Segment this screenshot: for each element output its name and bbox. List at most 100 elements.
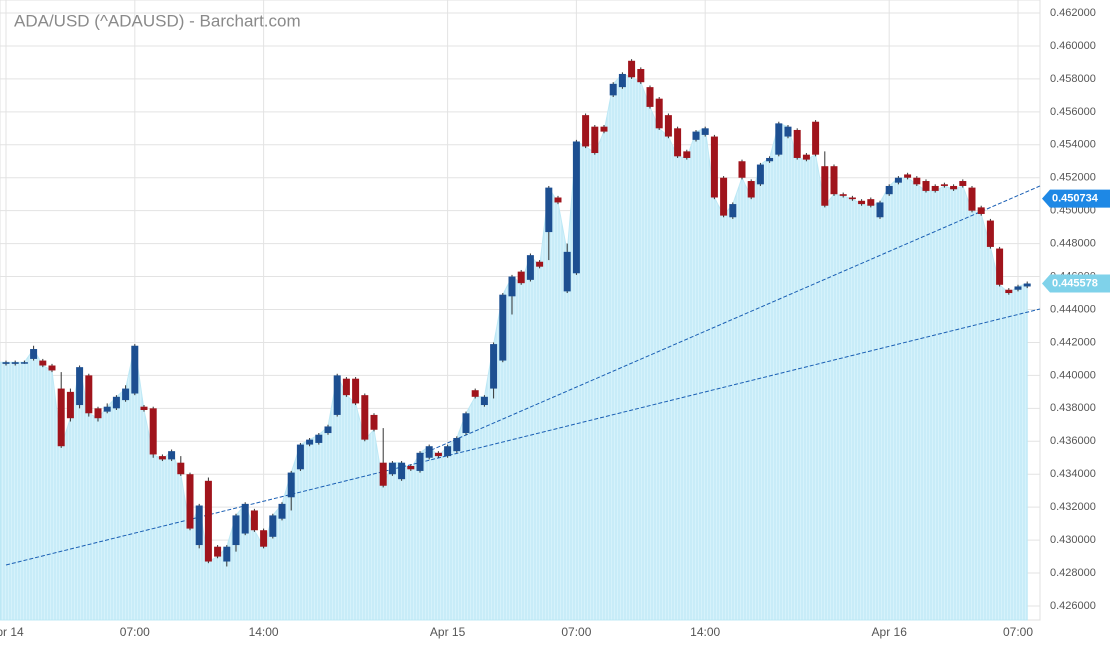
candle-body xyxy=(398,462,406,480)
candle-body xyxy=(904,174,912,178)
last-close-label: 0.445578 xyxy=(1052,277,1098,289)
y-tick-label: 0.430000 xyxy=(1050,534,1096,546)
y-tick-label: 0.448000 xyxy=(1050,238,1096,250)
candle-body xyxy=(296,444,304,470)
candle-body xyxy=(1023,283,1031,287)
candle-body xyxy=(894,177,902,183)
candle-body xyxy=(950,185,958,190)
candle-body xyxy=(517,271,525,284)
candle-body xyxy=(306,439,314,445)
candle-body xyxy=(39,360,47,366)
candle-body xyxy=(149,408,157,455)
candle-body xyxy=(232,515,240,546)
last-close-flag xyxy=(1042,274,1110,293)
moving-average-flag xyxy=(1042,189,1110,208)
candle-body xyxy=(2,362,10,364)
candle-body xyxy=(830,166,838,195)
x-tick-label: 07:00 xyxy=(1003,625,1033,639)
candle-body xyxy=(572,141,580,274)
candle-body xyxy=(416,452,424,471)
candle-body xyxy=(664,115,672,137)
candle-body xyxy=(784,126,792,137)
candle-body xyxy=(444,446,452,457)
candle-body xyxy=(931,185,939,191)
candle-body xyxy=(66,391,74,419)
candle-body xyxy=(453,437,461,452)
axis-layer: 0.426000 0.428000 0.430000 0.432000 0.434000… xyxy=(0,7,1110,639)
candle-body xyxy=(986,220,994,247)
candle-body xyxy=(554,197,562,203)
moving-average-label: 0.450734 xyxy=(1052,192,1099,204)
candle-body xyxy=(618,73,626,88)
x-tick-label: 07:00 xyxy=(120,625,150,639)
candle-body xyxy=(692,131,700,140)
candle-body xyxy=(977,207,985,214)
candle-body xyxy=(968,187,976,211)
candle-body xyxy=(11,362,19,364)
candle-body xyxy=(407,465,415,470)
candle-body xyxy=(158,456,166,460)
candle-body xyxy=(471,390,479,397)
candle-body xyxy=(462,413,470,434)
candle-body xyxy=(996,248,1004,285)
candle-body xyxy=(342,378,350,396)
candle-body xyxy=(839,194,847,196)
x-tick-label: 07:00 xyxy=(561,625,591,639)
candle-body xyxy=(710,136,718,198)
candle-body xyxy=(250,510,258,531)
candle-body xyxy=(867,199,875,206)
candle-body xyxy=(177,462,185,475)
candle-body xyxy=(480,396,488,406)
y-tick-label: 0.428000 xyxy=(1050,567,1096,579)
candle-body xyxy=(885,185,893,195)
y-tick-label: 0.438000 xyxy=(1050,402,1096,414)
candle-body xyxy=(388,462,396,475)
candle-body xyxy=(591,126,599,154)
x-tick-label: Apr 14 xyxy=(0,625,24,639)
candle-body xyxy=(425,446,433,458)
y-tick-label: 0.442000 xyxy=(1050,336,1096,348)
candle-body xyxy=(756,164,764,185)
candle-body xyxy=(922,181,930,191)
candle-body xyxy=(508,276,516,297)
candle-body xyxy=(729,204,737,218)
candle-body xyxy=(269,515,277,537)
candle-body xyxy=(103,406,111,412)
candle-body xyxy=(20,362,28,364)
candle-body xyxy=(674,128,682,157)
candle-body xyxy=(131,345,139,394)
candle-body xyxy=(94,408,102,419)
y-tick-label: 0.454000 xyxy=(1050,139,1096,151)
candle-body xyxy=(57,388,65,447)
candle-body xyxy=(379,462,387,486)
x-tick-label: Apr 15 xyxy=(430,625,466,639)
y-tick-label: 0.452000 xyxy=(1050,172,1096,184)
candle-body xyxy=(738,161,746,178)
candle-body xyxy=(628,60,636,78)
area-stripes xyxy=(0,73,1028,620)
candle-body xyxy=(333,375,341,415)
trendline-layer xyxy=(5,185,1041,566)
candle-body xyxy=(536,261,544,267)
x-tick-label: 14:00 xyxy=(249,625,279,639)
candle-body xyxy=(370,414,378,430)
y-tick-label: 0.436000 xyxy=(1050,435,1096,447)
candle-body xyxy=(140,406,148,410)
candle-body xyxy=(278,503,286,519)
candle-body xyxy=(122,388,130,401)
candle-body xyxy=(563,251,571,292)
candle-body xyxy=(260,530,268,547)
candle-body xyxy=(315,434,323,443)
y-tick-label: 0.462000 xyxy=(1050,7,1096,19)
candle-body xyxy=(214,546,222,557)
x-tick-label: 14:00 xyxy=(690,625,720,639)
candle-body xyxy=(582,115,590,147)
candle-body xyxy=(609,83,617,96)
candle-body xyxy=(876,202,884,218)
candle-body xyxy=(85,375,93,414)
candle-body xyxy=(637,69,645,83)
candle-body xyxy=(241,503,249,534)
candle-body xyxy=(646,87,654,107)
